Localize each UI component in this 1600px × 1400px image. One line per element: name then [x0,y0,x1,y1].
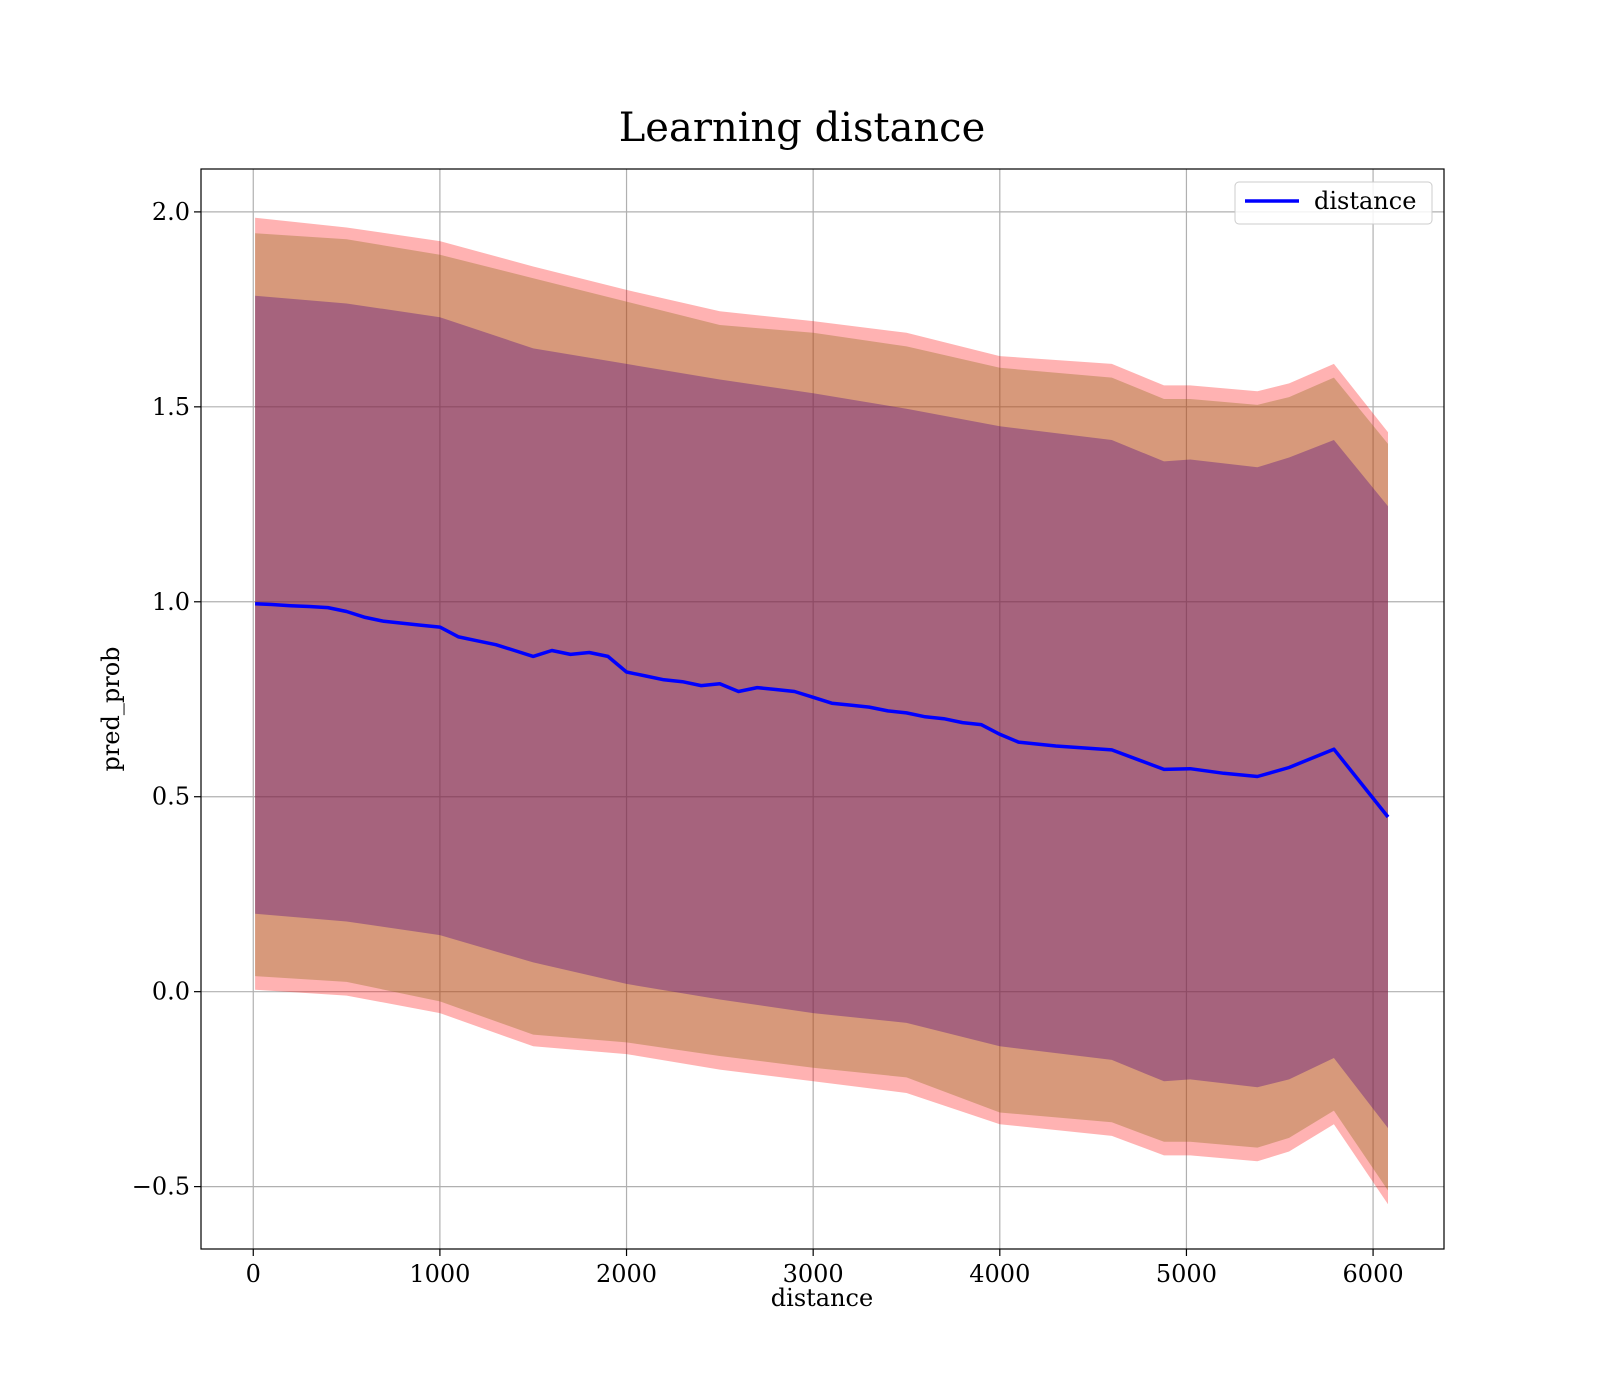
y-tick-label-2: 0.5 [152,783,190,811]
x-tick-label-5: 5000 [1156,1260,1217,1288]
x-axis-ticks: 0 1000 2000 3000 4000 5000 6000 [246,1249,1404,1288]
legend-entry-label: distance [1314,187,1416,215]
series-lines [255,601,1390,819]
y-tick-label-3: 1.0 [152,588,190,616]
legend-box [1234,181,1433,225]
series-points-0 [255,603,1389,818]
x-tick-label-2: 2000 [596,1260,657,1288]
x-tick-label-0: 0 [246,1260,261,1288]
y-tick-label-4: 1.5 [152,393,190,421]
x-tick-label-1: 1000 [409,1260,470,1288]
y-tick-label-1: 0.0 [152,978,190,1006]
confidence-bands [255,217,1389,1205]
band-area-1 [255,233,1389,1191]
y-axis-ticks: −0.5 0.0 0.5 1.0 1.5 2.0 [132,198,201,1201]
x-tick-label-3: 3000 [783,1260,844,1288]
x-tick-label-6: 6000 [1343,1260,1404,1288]
y-axis-label: pred_prob [97,646,125,771]
band-area-0 [255,217,1389,1205]
chart-title: Learning distance [619,105,986,151]
x-tick-label-4: 4000 [969,1260,1030,1288]
y-tick-label-5: 2.0 [152,198,190,226]
y-tick-label-0: −0.5 [132,1173,190,1201]
x-axis-label: distance [771,1284,873,1312]
legend: distance [1234,181,1433,225]
band-area-2 [255,295,1389,1129]
plot-area-frame [200,168,1445,1250]
